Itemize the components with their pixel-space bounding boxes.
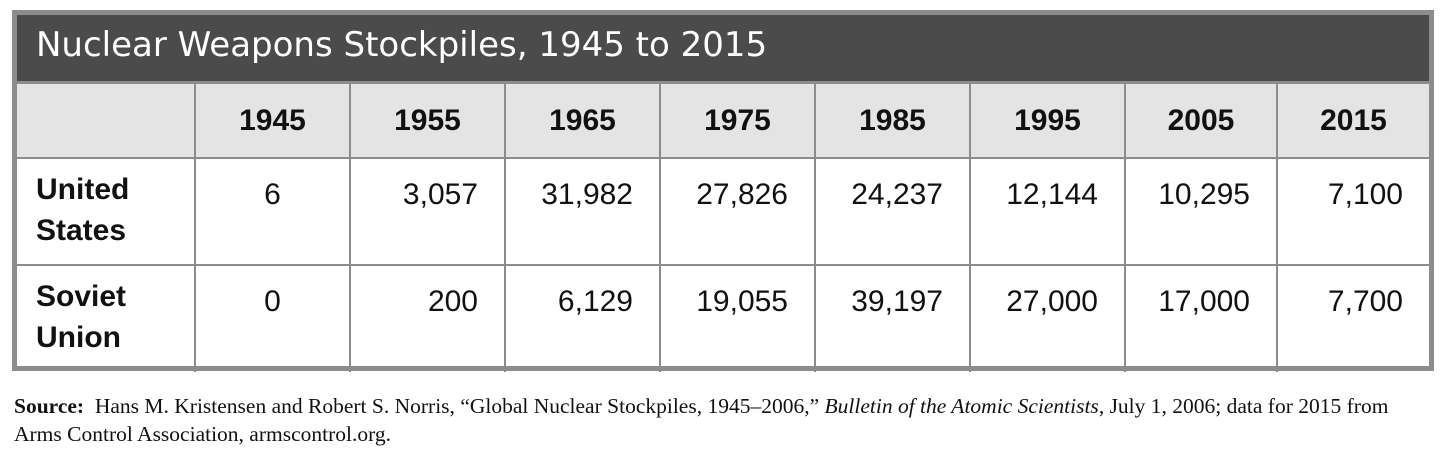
table-row-soviet-union: Soviet Union 0 200 6,129 19,055 39,197 27… — [17, 264, 1429, 372]
row-label: United States — [17, 157, 196, 266]
source-note: Source: Hans M. Kristensen and Robert S.… — [14, 392, 1434, 448]
source-label: Source: — [14, 394, 85, 418]
corner-cell — [17, 84, 196, 159]
row-label-line: Union — [36, 321, 121, 354]
table-cell: 0 — [194, 264, 351, 372]
stockpile-table: 1945 1955 1965 1975 1985 1995 2005 2015 … — [17, 84, 1429, 372]
table-cell: 39,197 — [814, 264, 971, 372]
row-label-line: United — [36, 173, 130, 206]
row-label: Soviet Union — [17, 264, 196, 372]
row-label-line: States — [36, 214, 127, 247]
table-cell: 200 — [349, 264, 506, 372]
column-header: 2015 — [1276, 84, 1429, 159]
table-cell: 6 — [194, 157, 351, 266]
table-cell: 19,055 — [659, 264, 816, 372]
column-header: 1985 — [814, 84, 971, 159]
title-bar: Nuclear Weapons Stockpiles, 1945 to 2015 — [17, 15, 1429, 84]
source-journal: Bulletin of the Atomic Scientists — [824, 394, 1099, 418]
table-cell: 12,144 — [969, 157, 1126, 266]
header-row: 1945 1955 1965 1975 1985 1995 2005 2015 — [17, 84, 1429, 159]
table-cell: 10,295 — [1124, 157, 1278, 266]
table-cell: 7,700 — [1276, 264, 1429, 372]
column-header: 1975 — [659, 84, 816, 159]
source-text-end: , July 1, 2006; data for 2015 from Arms … — [14, 394, 1389, 446]
table-title: Nuclear Weapons Stockpiles, 1945 to 2015 — [36, 25, 768, 65]
column-header: 1965 — [504, 84, 661, 159]
table-row-united-states: United States 6 3,057 31,982 27,826 24,23… — [17, 157, 1429, 266]
table-cell: 17,000 — [1124, 264, 1278, 372]
column-header: 1945 — [194, 84, 351, 159]
table-cell: 27,826 — [659, 157, 816, 266]
row-label-line: Soviet — [36, 280, 127, 313]
table-cell: 3,057 — [349, 157, 506, 266]
table-cell: 27,000 — [969, 264, 1126, 372]
table-frame: Nuclear Weapons Stockpiles, 1945 to 2015… — [12, 10, 1434, 372]
column-header: 1995 — [969, 84, 1126, 159]
table-cell: 31,982 — [504, 157, 661, 266]
column-header: 2005 — [1124, 84, 1278, 159]
table-cell: 6,129 — [504, 264, 661, 372]
source-text: Hans M. Kristensen and Robert S. Norris,… — [94, 394, 820, 418]
column-header: 1955 — [349, 84, 506, 159]
table-cell: 7,100 — [1276, 157, 1429, 266]
table-cell: 24,237 — [814, 157, 971, 266]
